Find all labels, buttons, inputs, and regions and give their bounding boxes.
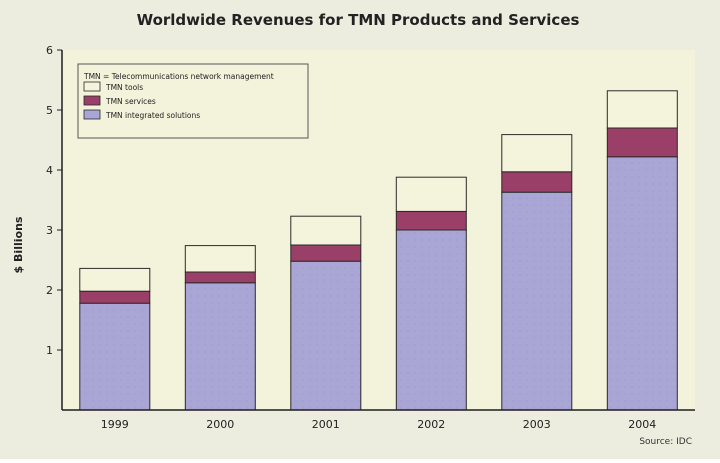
- bar-segment-1999-s2: [79, 267, 151, 292]
- bar-segment-1999-s1: [79, 290, 151, 304]
- legend-label-0: TMN tools: [105, 83, 143, 92]
- bar-segment-2003-s1: [501, 171, 573, 193]
- bar-segment-2001-s1: [290, 244, 362, 262]
- legend-box: [77, 63, 309, 139]
- legend-swatch-2: [83, 109, 101, 120]
- bar-segment-2004-s2: [606, 90, 678, 129]
- chart-title: Worldwide Revenues for TMN Products and …: [137, 11, 580, 29]
- y-tick-label-3: 3: [46, 224, 53, 237]
- legend-swatch-1: [83, 95, 101, 106]
- bar-segment-2002-s2: [395, 176, 467, 212]
- x-tick-label-2003: 2003: [523, 418, 551, 431]
- axis-layer: 1999 2000 2001 2002 2003 2004 1 2 3 4 5 6: [46, 44, 695, 431]
- legend-label-1: TMN services: [105, 97, 156, 106]
- bar-texture-2003: [501, 192, 572, 410]
- legend: TMN = Telecommunications network managem…: [77, 63, 309, 139]
- bar-segment-2004-s1: [606, 127, 678, 158]
- y-tick-label-4: 4: [46, 164, 53, 177]
- bar-segment-2000-s1: [184, 271, 256, 284]
- legend-label-2: TMN integrated solutions: [105, 111, 200, 120]
- x-tick-label-2001: 2001: [312, 418, 340, 431]
- bar-segment-2000-s2: [184, 245, 256, 273]
- y-tick-label-6: 6: [46, 44, 53, 57]
- legend-title: TMN = Telecommunications network managem…: [83, 72, 274, 81]
- x-tick-label-2004: 2004: [628, 418, 656, 431]
- x-tick-label-1999: 1999: [101, 418, 129, 431]
- legend-items: TMN tools TMN services TMN integrated solu…: [83, 81, 200, 120]
- bar-segment-2002-s1: [395, 210, 467, 231]
- bar-segment-2003-s2: [501, 134, 573, 173]
- bar-texture-2001: [290, 261, 361, 410]
- y-tick-label-1: 1: [46, 344, 53, 357]
- y-tick-label-5: 5: [46, 104, 53, 117]
- legend-swatch-0: [83, 81, 101, 92]
- x-tick-label-2002: 2002: [417, 418, 445, 431]
- y-axis-label: $ Billions: [12, 216, 25, 273]
- source-note: Source: IDC: [639, 437, 692, 447]
- x-tick-label-2000: 2000: [206, 418, 234, 431]
- bar-texture-2002: [396, 230, 467, 410]
- y-tick-label-2: 2: [46, 284, 53, 297]
- bar-segment-2001-s2: [290, 215, 362, 246]
- bar-texture-1999: [79, 303, 150, 410]
- bars-layer: [79, 90, 678, 411]
- bar-texture-2004: [607, 156, 678, 410]
- bar-texture-2000: [185, 282, 256, 410]
